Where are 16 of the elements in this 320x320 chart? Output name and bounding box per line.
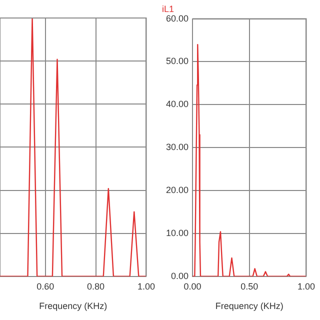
x-tick-label: 0.50 [240,281,258,292]
x-axis-title: Frequency (KHz) [215,301,284,312]
x-tick-label: 1.00 [137,281,156,292]
x-axis-title: Frequency (KHz) [39,301,108,312]
y-tick-label: 50.00 [166,56,189,66]
x-tick-label: 0.00 [184,281,202,292]
y-tick-label: 0.00 [170,270,189,281]
y-tick-label: 30.00 [166,142,189,152]
y-tick-label: 20.00 [166,185,189,196]
y-tick-label: 40.00 [166,99,189,110]
y-tick-label: 60.00 [166,13,189,24]
y-tick-label: 10.00 [166,228,189,238]
x-tick-label: 0.80 [87,281,105,292]
chart-title: iL1 [162,4,174,14]
x-tick-label: 1.00 [297,281,316,292]
x-tick-label: 0.60 [36,281,54,292]
